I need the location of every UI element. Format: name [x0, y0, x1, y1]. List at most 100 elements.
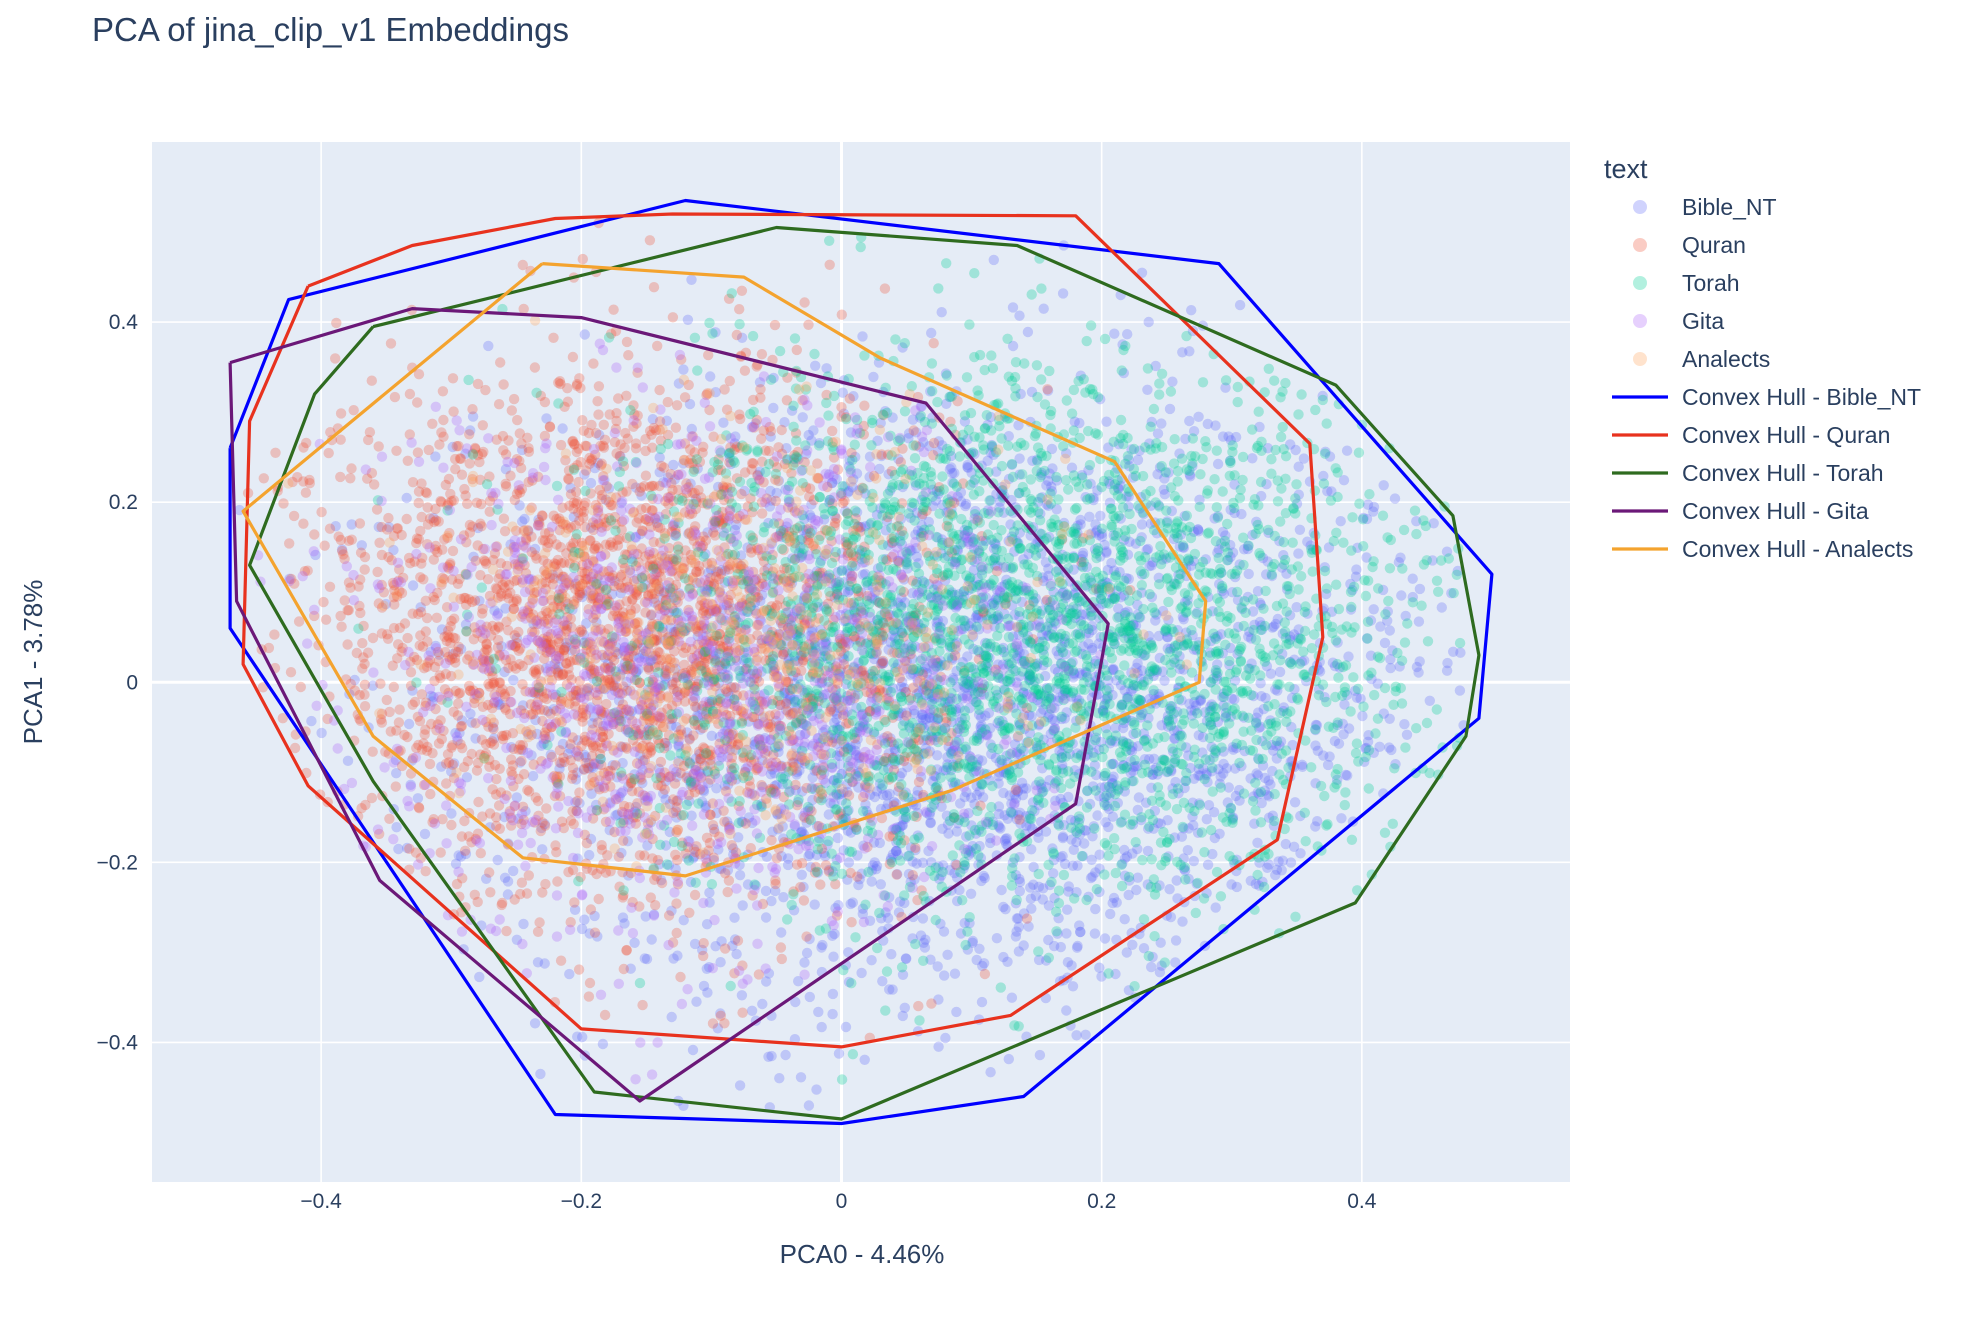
scatter-point-quran: [417, 641, 429, 652]
scatter-point-quran: [501, 925, 512, 937]
scatter-point-quran: [670, 422, 682, 433]
scatter-point-bible_nt: [1274, 740, 1285, 751]
scatter-point-quran: [413, 497, 424, 509]
scatter-point-bible_nt: [1414, 583, 1426, 595]
scatter-point-bible_nt: [1229, 675, 1241, 686]
scatter-point-bible_nt: [778, 892, 789, 903]
scatter-point-quran: [737, 1007, 748, 1018]
scatter-point-bible_nt: [811, 1084, 822, 1095]
scatter-point-quran: [593, 381, 605, 392]
scatter-point-bible_nt: [1044, 879, 1056, 891]
scatter-point-quran: [366, 792, 378, 804]
scatter-point-quran: [464, 458, 475, 469]
scatter-point-bible_nt: [982, 455, 993, 466]
scatter-point-bible_nt: [1183, 555, 1194, 567]
scatter-point-quran: [295, 681, 306, 693]
scatter-point-quran: [630, 443, 642, 454]
scatter-point-bible_nt: [572, 1031, 583, 1042]
scatter-point-bible_nt: [1375, 621, 1386, 632]
scatter-point-bible_nt: [1322, 759, 1334, 771]
scatter-point-bible_nt: [1157, 554, 1168, 565]
scatter-point-bible_nt: [608, 717, 619, 728]
scatter-point-bible_nt: [868, 371, 879, 383]
scatter-point-bible_nt: [965, 888, 977, 899]
scatter-point-bible_nt: [1114, 566, 1125, 578]
scatter-point-bible_nt: [1411, 661, 1423, 673]
scatter-point-quran: [331, 317, 342, 329]
scatter-point-quran: [648, 282, 660, 293]
scatter-point-bible_nt: [1268, 621, 1280, 632]
scatter-point-bible_nt: [803, 1100, 815, 1111]
scatter-point-bible_nt: [1126, 745, 1138, 757]
scatter-point-bible_nt: [993, 801, 1005, 812]
scatter-point-bible_nt: [961, 690, 973, 702]
scatter-point-quran: [354, 518, 366, 529]
scatter-point-bible_nt: [884, 984, 895, 995]
scatter-point-bible_nt: [920, 934, 931, 945]
scatter-point-bible_nt: [877, 789, 889, 801]
scatter-point-bible_nt: [1085, 872, 1097, 884]
scatter-point-bible_nt: [682, 314, 694, 325]
scatter-point-bible_nt: [831, 474, 842, 485]
scatter-point-quran: [405, 558, 416, 569]
scatter-point-quran: [475, 848, 486, 859]
scatter-point-bible_nt: [1322, 486, 1333, 497]
scatter-point-bible_nt: [1033, 954, 1045, 966]
scatter-point-quran: [593, 893, 604, 905]
scatter-point-bible_nt: [1164, 884, 1175, 895]
scatter-point-bible_nt: [833, 1048, 845, 1059]
scatter-point-bible_nt: [853, 671, 864, 682]
scatter-point-quran: [679, 392, 691, 403]
scatter-point-bible_nt: [1089, 928, 1101, 939]
scatter-point-quran: [359, 658, 370, 670]
scatter-point-quran: [374, 537, 385, 548]
scatter-point-bible_nt: [1291, 498, 1303, 509]
scatter-point-quran: [391, 725, 402, 736]
scatter-point-bible_nt: [1048, 868, 1059, 879]
scatter-point-bible_nt: [316, 727, 327, 739]
scatter-point-quran: [577, 253, 588, 265]
scatter-point-bible_nt: [1180, 775, 1191, 786]
scatter-point-quran: [319, 540, 330, 551]
scatter-point-bible_nt: [936, 307, 947, 318]
scatter-point-bible_nt: [840, 1021, 852, 1033]
scatter-point-quran: [541, 803, 552, 814]
scatter-point-bible_nt: [1010, 793, 1022, 804]
scatter-point-bible_nt: [585, 665, 596, 676]
scatter-point-bible_nt: [687, 1044, 699, 1056]
scatter-point-bible_nt: [976, 996, 988, 1008]
scatter-point-bible_nt: [1034, 1049, 1046, 1061]
scatter-point-quran: [330, 353, 341, 364]
scatter-point-quran: [734, 304, 745, 315]
scatter-point-quran: [389, 391, 401, 403]
scatter-point-bible_nt: [804, 991, 815, 1003]
scatter-point-bible_nt: [750, 880, 761, 891]
scatter-point-bible_nt: [1007, 302, 1019, 313]
scatter-point-quran: [346, 463, 357, 474]
scatter-point-quran: [820, 860, 832, 871]
scatter-point-bible_nt: [839, 636, 851, 647]
scatter-point-bible_nt: [1401, 729, 1413, 740]
scatter-point-quran: [544, 421, 556, 432]
scatter-point-quran: [500, 481, 512, 492]
scatter-point-bible_nt: [1146, 961, 1157, 973]
scatter-point-bible_nt: [1159, 675, 1170, 686]
scatter-point-bible_nt: [1018, 940, 1029, 951]
scatter-point-bible_nt: [989, 621, 1000, 632]
scatter-point-bible_nt: [1174, 651, 1185, 662]
scatter-point-bible_nt: [537, 844, 548, 855]
scatter-point-bible_nt: [952, 895, 963, 907]
scatter-point-quran: [339, 595, 350, 606]
scatter-point-bible_nt: [1378, 480, 1389, 491]
scatter-point-quran: [393, 639, 404, 650]
scatter-point-bible_nt: [1187, 797, 1198, 808]
scatter-point-bible_nt: [1142, 384, 1153, 395]
scatter-point-bible_nt: [894, 771, 905, 782]
scatter-point-bible_nt: [892, 822, 903, 833]
scatter-point-quran: [514, 428, 525, 439]
scatter-point-bible_nt: [828, 951, 839, 962]
scatter-point-bible_nt: [1273, 856, 1284, 867]
scatter-point-bible_nt: [1057, 831, 1069, 842]
scatter-point-bible_nt: [912, 785, 923, 796]
scatter-point-bible_nt: [1184, 415, 1195, 427]
